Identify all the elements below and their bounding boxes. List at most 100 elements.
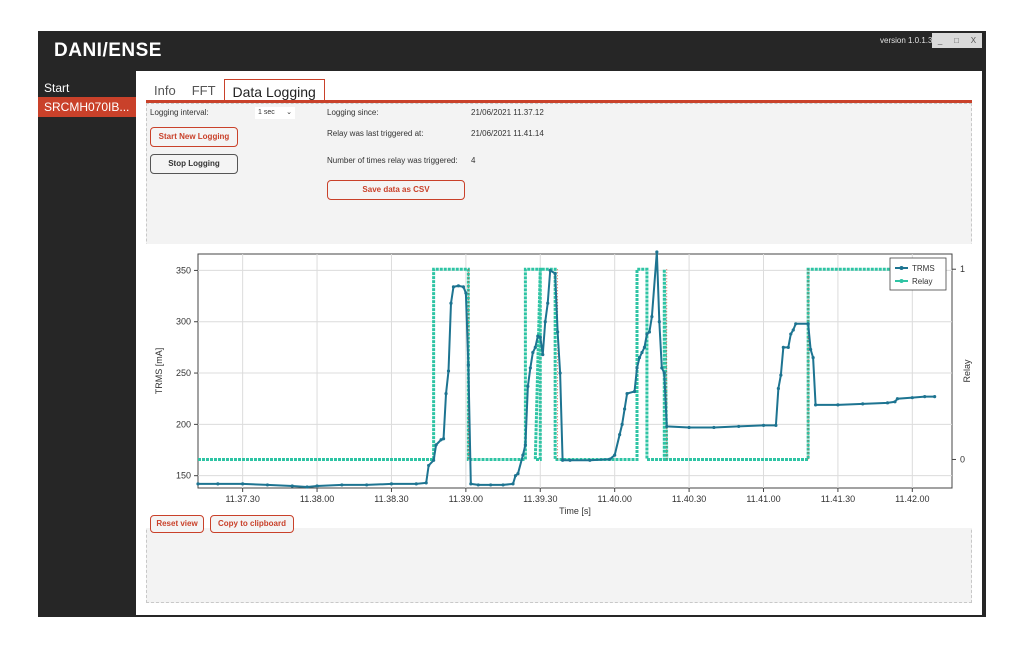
trms-point: [657, 320, 661, 324]
chevron-down-icon: ⌄: [286, 109, 292, 116]
trms-point: [461, 285, 465, 289]
copy-clipboard-button[interactable]: Copy to clipboard: [210, 515, 294, 533]
x-tick-label: 11.37.30: [225, 494, 259, 504]
trms-point: [449, 301, 453, 305]
legend-relay-label: Relay: [912, 277, 932, 286]
trms-point: [432, 458, 436, 462]
logging-interval-select[interactable]: 1 sec ⌄: [255, 107, 295, 119]
x-tick-label: 11.40.00: [597, 494, 631, 504]
trms-point: [464, 291, 468, 295]
trms-point: [511, 482, 515, 486]
logging-interval-label: Logging interval:: [150, 108, 209, 117]
version-label: version 1.0.1.3: [880, 36, 933, 45]
reset-view-button[interactable]: Reset view: [150, 515, 204, 533]
trms-point: [389, 482, 394, 486]
y-tick-label: 200: [176, 419, 191, 429]
save-csv-button[interactable]: Save data as CSV: [327, 180, 465, 200]
trms-point: [365, 483, 369, 487]
trms-point: [489, 483, 493, 487]
maximize-icon[interactable]: □: [954, 36, 959, 45]
trms-point: [558, 371, 562, 375]
tab-bar: Info FFT Data Logging: [146, 79, 325, 102]
trms-point: [434, 443, 438, 447]
trms-point: [568, 458, 572, 462]
y-axis-label: TRMS [mA]: [154, 348, 164, 395]
trms-point: [774, 423, 778, 427]
trms-point: [560, 458, 565, 462]
trms-point: [665, 424, 669, 429]
relay-last-label: Relay was last triggered at:: [327, 129, 424, 138]
trms-point: [340, 483, 344, 487]
trms-point: [441, 437, 446, 441]
trms-point: [640, 350, 644, 355]
trms-point: [660, 366, 664, 370]
trms-point: [523, 443, 527, 447]
trms-point: [538, 335, 542, 339]
trms-point: [893, 400, 897, 404]
legend-box: [889, 257, 947, 291]
logging-interval-value: 1 sec: [258, 109, 275, 116]
x-tick-label: 11.38.30: [374, 494, 408, 504]
trms-point: [548, 268, 552, 273]
relay-count-label: Number of times relay was triggered:: [327, 156, 458, 165]
legend-relay-marker: [899, 279, 904, 283]
trms-point: [424, 481, 428, 485]
trms-point: [789, 332, 793, 336]
stop-logging-button[interactable]: Stop Logging: [150, 154, 238, 174]
trms-point: [885, 401, 890, 405]
sidebar-item-start[interactable]: Start: [44, 81, 70, 95]
plot-frame: [197, 253, 953, 489]
trms-point: [910, 396, 914, 400]
tab-info[interactable]: Info: [154, 83, 176, 98]
trms-point: [553, 271, 557, 276]
trms-point: [625, 391, 629, 396]
trms-point: [543, 320, 547, 324]
trms-point: [541, 352, 545, 357]
trms-point: [779, 373, 783, 377]
trms-point: [588, 458, 592, 462]
trms-point: [791, 328, 795, 332]
tab-data-logging[interactable]: Data Logging: [223, 79, 325, 102]
trms-point: [546, 301, 550, 305]
trms-point: [662, 371, 666, 375]
trms-point: [513, 474, 518, 478]
sidebar-item-device[interactable]: SRCMH070IB...: [38, 97, 136, 117]
trms-point: [794, 322, 798, 326]
trms-point: [647, 330, 652, 334]
trms-point: [637, 356, 642, 360]
start-new-logging-button[interactable]: Start New Logging: [150, 127, 238, 147]
logging-since-value: 21/06/2021 11.37.12: [471, 108, 544, 117]
trms-point: [687, 425, 691, 430]
trms-point: [501, 483, 505, 487]
trms-point: [632, 389, 637, 394]
trms-point: [645, 332, 649, 336]
trms-point: [521, 453, 525, 457]
trms-point: [712, 425, 716, 430]
trms-point: [196, 482, 200, 486]
app-window: DANI/ENSE version 1.0.1.3 _ □ X Start SR…: [38, 31, 986, 617]
close-icon[interactable]: X: [970, 36, 977, 45]
y-tick-label: 300: [176, 317, 191, 327]
minimize-icon[interactable]: _: [937, 36, 943, 45]
x-tick-label: 11.41.00: [746, 494, 780, 504]
x-tick-label: 11.39.30: [523, 494, 557, 504]
trms-point: [809, 347, 813, 352]
trms-point: [526, 384, 530, 388]
trms-point: [642, 345, 647, 349]
trms-point: [861, 402, 865, 406]
trms-point: [290, 484, 294, 488]
trms-point: [811, 356, 815, 360]
tab-fft[interactable]: FFT: [191, 83, 216, 98]
trms-point: [620, 422, 624, 426]
trms-point: [414, 482, 418, 486]
trms-point: [923, 395, 927, 399]
trms-point: [613, 453, 617, 457]
title-bar: DANI/ENSE version 1.0.1.3 _ □ X: [38, 31, 986, 71]
trms-point: [427, 463, 431, 468]
trms-point: [536, 334, 540, 338]
trms-point: [439, 438, 443, 442]
trms-point: [781, 345, 785, 349]
trms-point: [528, 366, 532, 370]
y-tick-label: 350: [176, 265, 191, 275]
trms-point: [516, 472, 520, 476]
